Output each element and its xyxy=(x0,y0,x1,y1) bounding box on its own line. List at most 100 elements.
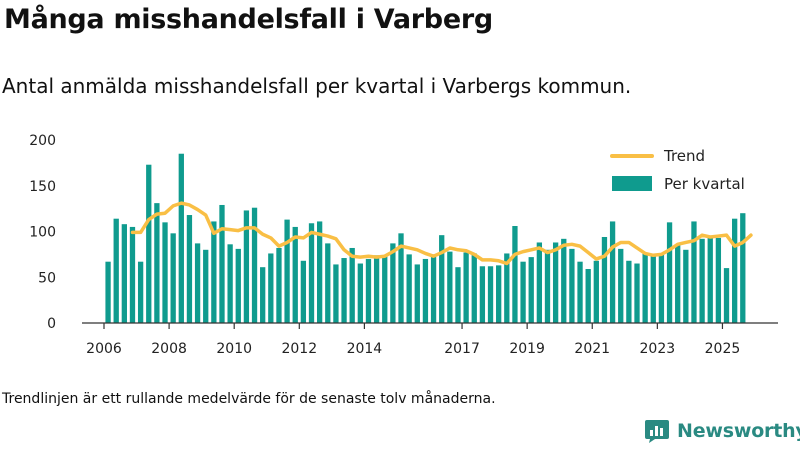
bar xyxy=(683,249,689,323)
trend-line xyxy=(130,201,753,266)
bar xyxy=(365,258,372,323)
bar xyxy=(642,252,648,323)
bar xyxy=(691,221,697,323)
x-tick-label: 2019 xyxy=(509,341,545,357)
chart-subtitle: Antal anmälda misshandelsfall per kvarta… xyxy=(2,74,632,98)
bar xyxy=(723,268,730,323)
bar xyxy=(349,247,355,323)
y-tick-label: 200 xyxy=(29,133,56,149)
bar xyxy=(154,203,160,323)
bar xyxy=(601,236,608,323)
bar xyxy=(626,260,632,323)
bar xyxy=(569,248,575,323)
bar xyxy=(463,252,469,323)
bar xyxy=(430,254,437,324)
bar xyxy=(455,267,461,323)
bar xyxy=(471,253,477,323)
bar xyxy=(512,226,518,323)
bar xyxy=(504,253,510,323)
newsworthy-logo-text: Newsworthy xyxy=(677,420,800,442)
y-tick-label: 150 xyxy=(29,179,56,195)
bar xyxy=(243,210,250,323)
bar xyxy=(528,257,534,323)
bar xyxy=(398,233,404,323)
bar xyxy=(227,244,233,323)
bar xyxy=(479,266,486,323)
bar xyxy=(211,221,217,323)
bar xyxy=(235,248,241,323)
bar xyxy=(699,238,705,323)
bar xyxy=(105,261,111,323)
legend-bar-swatch xyxy=(612,176,652,191)
bar xyxy=(194,243,201,323)
x-tick-label: 2010 xyxy=(216,341,252,357)
bar xyxy=(276,247,282,323)
bar xyxy=(162,222,168,323)
bar xyxy=(439,235,445,323)
bar xyxy=(308,223,315,323)
x-tick-label: 2014 xyxy=(347,341,383,357)
bar xyxy=(732,218,738,323)
x-tick-label: 2023 xyxy=(640,341,676,357)
y-tick-label: 100 xyxy=(29,225,56,241)
bar xyxy=(129,226,136,323)
bar xyxy=(268,253,274,323)
bar xyxy=(186,215,193,323)
bar xyxy=(666,222,673,323)
bar xyxy=(219,204,225,323)
chart-title: Många misshandelsfall i Varberg xyxy=(4,4,493,35)
bar xyxy=(251,207,258,323)
bar xyxy=(552,242,559,323)
bar xyxy=(178,153,184,323)
bar xyxy=(609,221,616,323)
bar xyxy=(740,213,746,323)
bar xyxy=(390,243,396,323)
bar xyxy=(536,242,543,323)
bar xyxy=(487,266,494,323)
bar xyxy=(170,233,176,323)
footnote: Trendlinjen är ett rullande medelvärde f… xyxy=(2,391,496,407)
bar xyxy=(113,218,119,323)
bar xyxy=(203,249,209,323)
legend-bar-label: Per kvartal xyxy=(664,175,745,193)
newsworthy-logo-icon xyxy=(645,420,669,443)
bar xyxy=(373,255,380,323)
bar xyxy=(333,264,339,323)
bar xyxy=(561,238,567,323)
legend-trend-label: Trend xyxy=(663,147,705,165)
bar xyxy=(585,269,591,323)
x-tick-label: 2008 xyxy=(151,341,187,357)
bar xyxy=(675,245,681,323)
newsworthy-logo[interactable]: Newsworthy xyxy=(644,418,800,444)
bar xyxy=(292,226,298,323)
bar xyxy=(658,253,665,323)
x-tick-label: 2006 xyxy=(86,341,122,357)
y-tick-label: 50 xyxy=(38,270,56,286)
bar xyxy=(593,260,599,323)
bar xyxy=(146,164,152,323)
bar xyxy=(316,221,323,323)
bar xyxy=(544,249,551,323)
bar xyxy=(715,237,722,323)
x-tick-label: 2021 xyxy=(574,341,610,357)
bar xyxy=(325,243,331,323)
bar xyxy=(520,261,526,323)
x-tick-label: 2012 xyxy=(281,341,317,357)
bar xyxy=(577,261,583,323)
bar xyxy=(121,224,127,323)
bar xyxy=(406,254,412,324)
bar xyxy=(341,258,347,323)
bar xyxy=(496,265,502,323)
bar xyxy=(357,263,363,323)
bar xyxy=(650,256,656,323)
bar xyxy=(284,219,290,323)
bar xyxy=(618,248,624,323)
x-tick-label: 2025 xyxy=(705,341,741,357)
bar xyxy=(447,251,453,323)
bar xyxy=(422,258,429,323)
y-tick-label: 0 xyxy=(47,316,56,332)
bar xyxy=(300,260,307,323)
bar xyxy=(634,263,640,323)
bar xyxy=(414,264,420,323)
